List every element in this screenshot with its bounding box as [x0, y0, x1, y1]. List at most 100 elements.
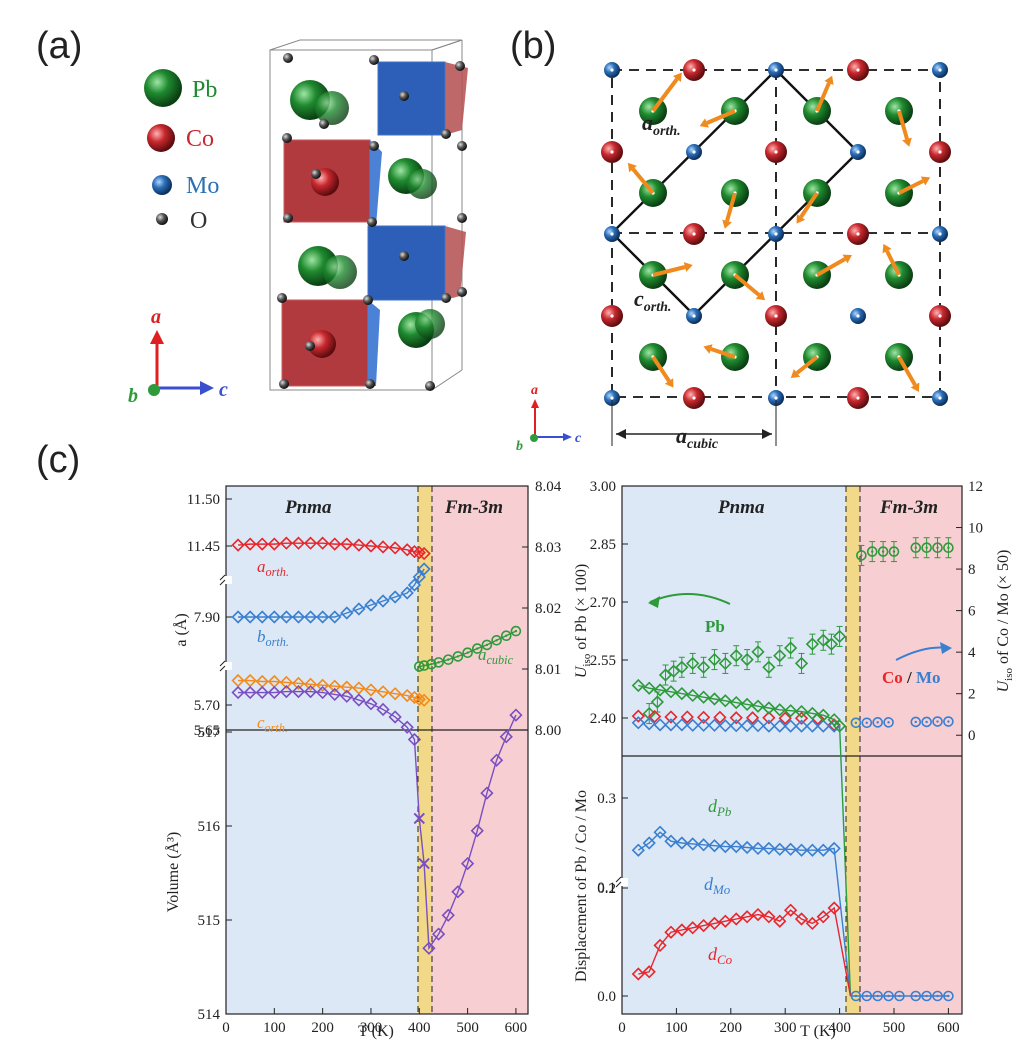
volume-point: [376, 702, 390, 717]
c-orth-label: corth.: [634, 286, 671, 315]
lattice-point: [243, 610, 257, 624]
a-cubic-label: acubic: [676, 423, 719, 452]
uiso-co-point: [745, 711, 760, 725]
atom-legend: Pb Co Mo O: [144, 69, 219, 234]
lattice-point: [376, 594, 390, 608]
displacement-point: [696, 918, 711, 933]
uiso-mo-point: [675, 718, 689, 732]
lattice-point: [267, 537, 281, 551]
displacement-point: [762, 701, 776, 715]
displacement-zero-point: [921, 990, 932, 1002]
volume-point: [413, 812, 425, 825]
uiso-pb-point: [932, 542, 943, 554]
displacement-point: [675, 836, 689, 850]
uiso-mo-point: [943, 716, 954, 727]
volume-tick-label: 517: [198, 725, 221, 741]
uiso-pb-point: [784, 641, 798, 655]
uiso-mo-point: [751, 719, 765, 733]
lattice-point: [412, 570, 426, 584]
panel-label-b: (b): [510, 25, 556, 67]
uiso-pb-point: [751, 645, 765, 659]
displacement-point: [707, 916, 722, 931]
lattice-point: [412, 545, 426, 560]
uiso-pb-point: [832, 629, 847, 644]
lattice-point: [243, 537, 257, 551]
lattice-point: [388, 541, 402, 555]
volume-point: [431, 927, 446, 941]
lattice-point: [255, 610, 269, 624]
displacement-point: [664, 925, 678, 939]
displacement-point: [751, 907, 765, 922]
displacement-point: [805, 843, 820, 857]
displacement-point: [751, 841, 765, 856]
uiso-mo-point: [850, 717, 862, 729]
mo-atom-icon: [152, 175, 172, 195]
displacement-point: [718, 694, 732, 708]
a-cubic-point: [452, 651, 464, 662]
a-cubic-point: [462, 647, 473, 659]
lattice-point: [291, 610, 306, 624]
uiso-right-tick: 8: [968, 562, 976, 578]
displacement-point: [805, 916, 820, 931]
left-tick-label: 11.45: [187, 539, 220, 555]
lattice-point: [279, 536, 294, 550]
chart-c-left: Pnma Fm-3m aorth. borth. corth. acubic 11.5…: [164, 479, 562, 1040]
displacement-point: [740, 697, 754, 712]
uiso-pb-point: [794, 656, 809, 671]
x-tick-label: 0: [222, 1020, 230, 1036]
displacement-point: [686, 837, 700, 851]
volume-point: [303, 684, 318, 699]
series-label: corth.: [257, 713, 288, 735]
lattice-point: [364, 539, 378, 553]
panel-label-c: (c): [36, 439, 80, 481]
displacement-point: [664, 834, 678, 848]
uiso-mo-point: [773, 719, 787, 733]
volume-point: [480, 786, 494, 800]
uiso-pb-point: [707, 652, 722, 667]
lattice-point: [279, 610, 294, 624]
uiso-pb-point: [650, 695, 664, 709]
o-atom-icon: [156, 213, 168, 225]
uiso-pb-point: [740, 652, 754, 667]
a-cubic-point: [442, 654, 454, 665]
panel-label-a: (a): [36, 25, 82, 67]
x-tick-label-right: 400: [828, 1020, 851, 1036]
series-label: dPb: [708, 796, 732, 819]
displacement-zero-point: [943, 990, 954, 1002]
displacement-point: [832, 719, 847, 733]
lattice-point: [417, 562, 431, 576]
uiso-pb-point: [856, 550, 867, 561]
uiso-mo-point: [883, 717, 894, 728]
uiso-pb-point: [696, 660, 711, 674]
x-tick-label: 400: [408, 1020, 431, 1036]
legend-mo: Mo: [186, 173, 219, 199]
volume-tick-label: 514: [198, 1007, 221, 1023]
displacement-point: [642, 965, 656, 979]
uiso-pb-point: [943, 542, 954, 554]
chart-c-right: Pnma Fm-3m Pb Co / Mo dPb dMo dCo 3.00 2.85 2…: [573, 479, 1015, 1040]
a-orth-label: aorth.: [642, 110, 681, 139]
displacement-point: [729, 912, 743, 926]
volume-point: [255, 685, 269, 700]
right-tick-label: 8.00: [535, 723, 561, 739]
uiso-pb-point: [888, 546, 900, 557]
right-tick-label: 8.04: [535, 479, 562, 495]
displacement-point: [675, 686, 689, 701]
uiso-pb-point: [910, 542, 922, 554]
displacement-point: [827, 901, 841, 915]
uiso-pb-point: [824, 637, 839, 651]
uiso-mo-point: [861, 717, 873, 729]
displacement-point: [653, 938, 667, 953]
uiso-pb-point: [816, 633, 830, 647]
displacement-zero-point: [861, 990, 873, 1002]
volume-point: [499, 730, 513, 744]
x-tick-label: 100: [263, 1020, 286, 1036]
uiso-right-tick: 2: [968, 687, 976, 703]
uiso-mo-point: [794, 719, 809, 733]
a-cubic-point: [418, 660, 430, 671]
displacement-point: [762, 841, 776, 856]
displacement-point: [642, 836, 656, 850]
displacement-point: [686, 688, 700, 703]
ylabel-displacement: Displacement of Pb / Co / Mo: [573, 790, 590, 982]
